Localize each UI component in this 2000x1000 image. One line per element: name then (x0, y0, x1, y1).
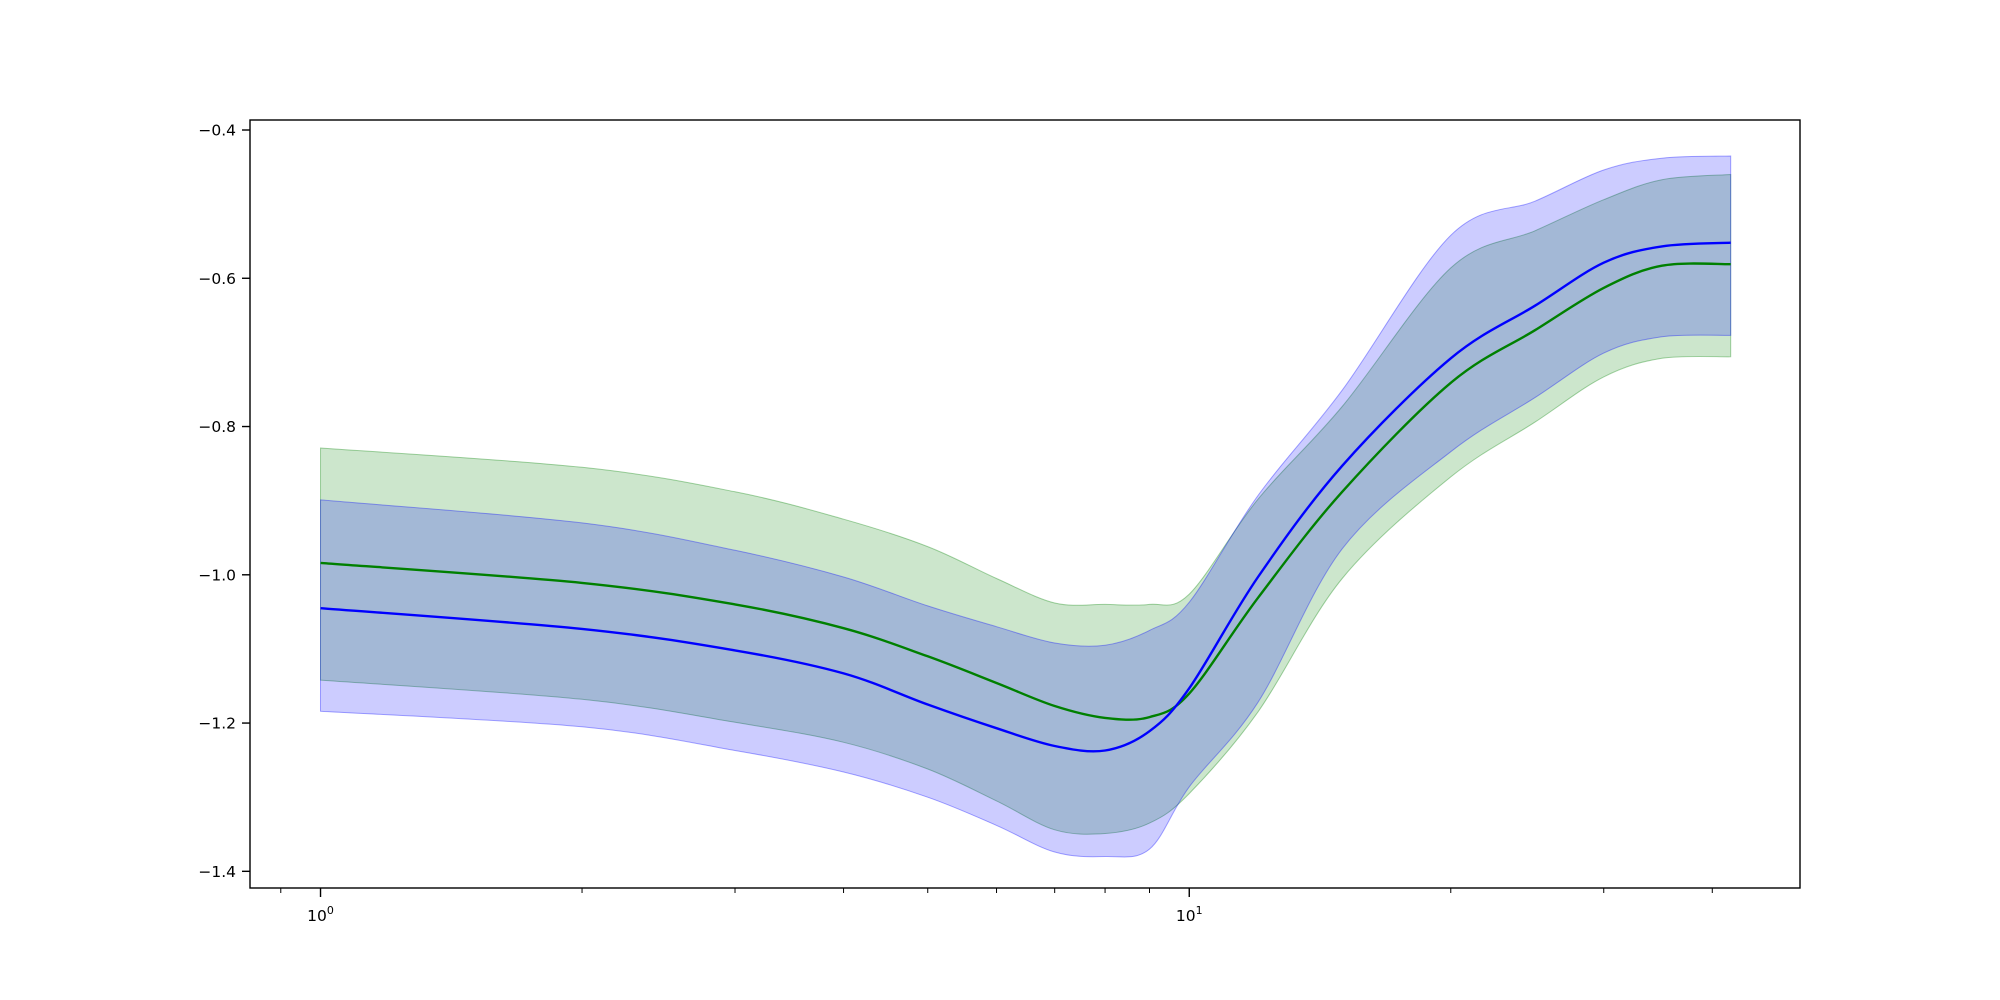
green-series-confidence-band (319, 173, 1732, 835)
blue-series-confidence-band (319, 155, 1732, 858)
y-tick-label: −0.4 (198, 122, 236, 140)
y-tick-label: −0.8 (198, 418, 236, 436)
x-tick-label: 101 (1176, 904, 1203, 925)
plot-spines (249, 119, 1801, 889)
y-tick-label: −1.2 (198, 715, 236, 733)
x-tick-label: 100 (307, 904, 334, 925)
y-tick-label: −0.6 (198, 270, 236, 288)
y-tick-label: −1.0 (198, 566, 236, 584)
plot-area (250, 120, 1800, 888)
y-tick-label: −1.4 (198, 863, 236, 881)
green-series-mean-line (320, 262, 1731, 721)
blue-series-mean-line (320, 241, 1731, 753)
